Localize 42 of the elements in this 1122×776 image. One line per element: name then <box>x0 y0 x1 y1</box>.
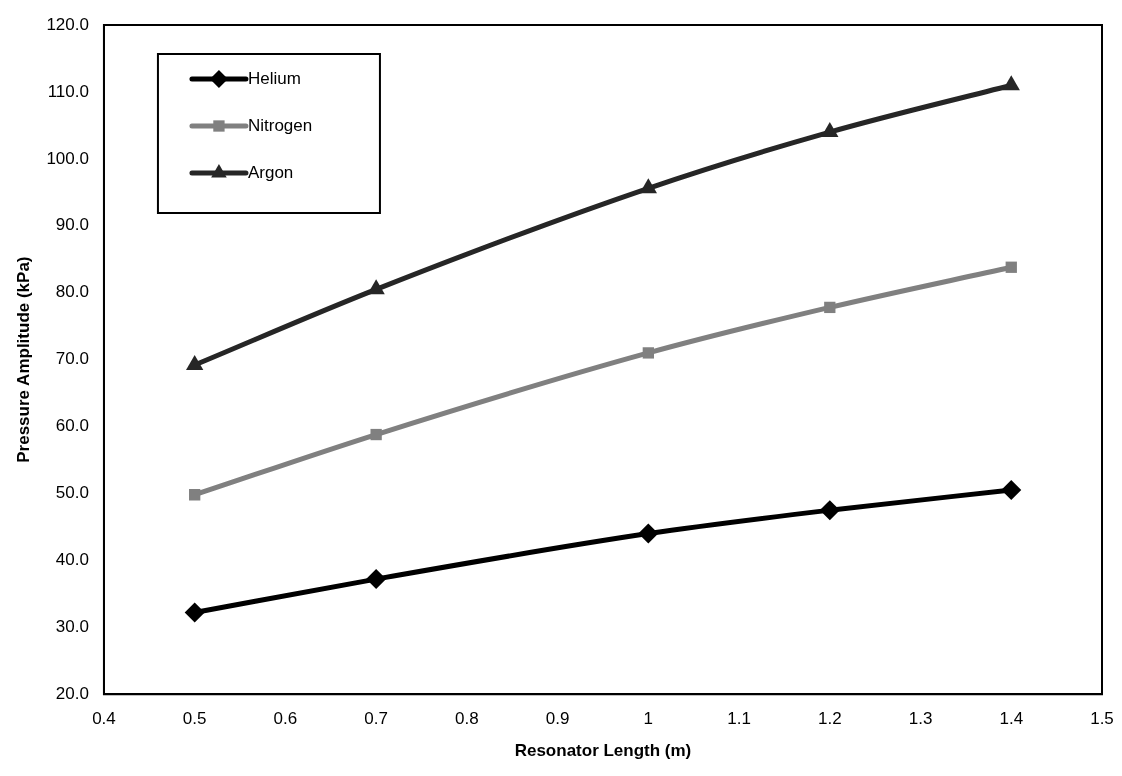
legend-label: Nitrogen <box>247 115 313 135</box>
point <box>189 489 201 501</box>
point <box>639 178 657 194</box>
x-tick-label: 0.4 <box>92 709 116 729</box>
point <box>1001 480 1022 501</box>
legend-label: Helium <box>247 68 301 88</box>
x-tick-label: 1.1 <box>727 709 751 729</box>
point <box>367 279 385 295</box>
legend-label: Argon <box>247 162 294 182</box>
x-tick-label: 0.9 <box>545 709 570 729</box>
x-tick-label: 1.3 <box>908 709 933 729</box>
x-tick-label: 1.4 <box>999 709 1024 729</box>
y-tick-label: 40.0 <box>55 550 89 570</box>
y-tick-label: 100.0 <box>46 148 89 168</box>
point <box>819 500 840 521</box>
x-tick-label: 1.2 <box>817 709 842 729</box>
y-tick-label: 90.0 <box>55 215 89 235</box>
y-tick-label: 30.0 <box>55 616 89 636</box>
x-tick-label: 1.5 <box>1090 709 1114 729</box>
x-tick-label: 0.8 <box>455 709 479 729</box>
y-tick-label: 110.0 <box>47 81 89 101</box>
x-tick-label: 0.7 <box>364 709 388 729</box>
y-tick-label: 80.0 <box>55 282 89 302</box>
point <box>370 428 382 441</box>
y-tick-label: 20.0 <box>55 683 89 703</box>
y-axis-title: Pressure Amplitude (kPa) <box>13 256 33 463</box>
point <box>1002 75 1020 91</box>
y-tick-label: 70.0 <box>55 349 89 369</box>
x-axis-title: Resonator Length (m) <box>514 741 692 761</box>
x-tick-label: 0.6 <box>273 709 298 729</box>
point <box>642 347 654 359</box>
point <box>824 301 836 314</box>
point <box>1005 261 1017 273</box>
y-tick-label: 50.0 <box>55 483 89 503</box>
point <box>184 602 205 623</box>
x-tick-label: 1 <box>643 709 654 729</box>
y-tick-label: 120.0 <box>46 14 89 34</box>
point <box>821 122 839 138</box>
point <box>366 569 387 590</box>
y-tick-label: 60.0 <box>55 416 89 436</box>
point <box>638 523 659 544</box>
x-tick-label: 0.5 <box>182 709 207 729</box>
